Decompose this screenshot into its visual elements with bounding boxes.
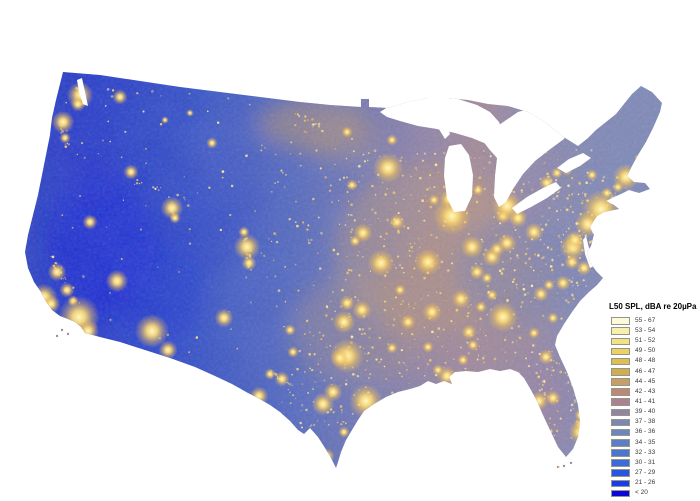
legend-item: 42 - 43 (607, 387, 700, 397)
legend-swatch (611, 449, 630, 457)
legend-label: 44 - 45 (635, 377, 656, 385)
legend-item: 55 - 67 (607, 316, 700, 326)
legend-swatch (611, 408, 630, 417)
legend-swatch (611, 439, 630, 447)
legend-item: 36 - 36 (607, 428, 700, 438)
legend-item: 49 - 50 (607, 346, 700, 356)
legend-title: L50 SPL, dBA re 20µPa (609, 302, 697, 311)
islands-layer (55, 328, 573, 469)
legend-swatch (611, 327, 630, 335)
legend-item: 53 - 54 (607, 326, 700, 336)
legend-label: 51 - 52 (635, 337, 656, 345)
legend-label: 42 - 43 (635, 387, 656, 395)
legend-item: 48 - 48 (607, 357, 700, 367)
legend-label: 41 - 41 (635, 397, 656, 405)
legend-swatch (611, 459, 630, 467)
legend-swatch (611, 337, 630, 346)
legend-swatch (611, 347, 630, 356)
legend-rows: 55 - 67 53 - 54 51 - 52 49 - 50 48 - 48 46 - … (607, 316, 700, 499)
legend-item: < 20 (607, 488, 700, 498)
legend-label: 30 - 31 (635, 458, 656, 466)
legend-swatch (611, 418, 630, 427)
legend-swatch (611, 357, 630, 366)
legend-item: 32 - 33 (607, 448, 700, 458)
legend-label: 27 - 29 (635, 468, 656, 476)
legend-swatch (611, 368, 630, 376)
legend-swatch (611, 469, 630, 477)
legend-label: 36 - 36 (635, 428, 656, 436)
legend-item: 27 - 29 (607, 468, 700, 478)
legend-item: 44 - 45 (607, 377, 700, 387)
legend-swatch (611, 479, 630, 488)
legend-label: 48 - 48 (635, 357, 656, 365)
legend-item: 34 - 35 (607, 438, 700, 448)
legend-label: 46 - 47 (635, 367, 656, 375)
legend-swatch (611, 489, 630, 498)
lakes-layer (77, 78, 598, 268)
map-legend: L50 SPL, dBA re 20µPa 55 - 67 53 - 54 51 -… (607, 302, 700, 499)
legend-item: 46 - 47 (607, 367, 700, 377)
legend-swatch (611, 317, 630, 325)
legend-label: 39 - 40 (635, 408, 656, 416)
legend-item: 30 - 31 (607, 458, 700, 468)
legend-swatch (611, 428, 630, 437)
legend-item: 41 - 41 (607, 397, 700, 407)
legend-label: 32 - 33 (635, 448, 656, 456)
legend-swatch (611, 388, 630, 396)
legend-label: 37 - 38 (635, 418, 656, 426)
legend-swatch (611, 398, 630, 406)
legend-label: < 20 (635, 489, 648, 497)
legend-item: 51 - 52 (607, 336, 700, 346)
legend-label: 55 - 67 (635, 316, 656, 324)
legend-swatch (611, 378, 630, 386)
legend-item: 21 - 26 (607, 478, 700, 488)
legend-label: 53 - 54 (635, 326, 656, 334)
legend-label: 34 - 35 (635, 438, 656, 446)
legend-label: 49 - 50 (635, 347, 656, 355)
legend-item: 37 - 38 (607, 417, 700, 427)
legend-label: 21 - 26 (635, 479, 656, 487)
city-glow-layer (30, 81, 642, 464)
legend-item: 39 - 40 (607, 407, 700, 417)
